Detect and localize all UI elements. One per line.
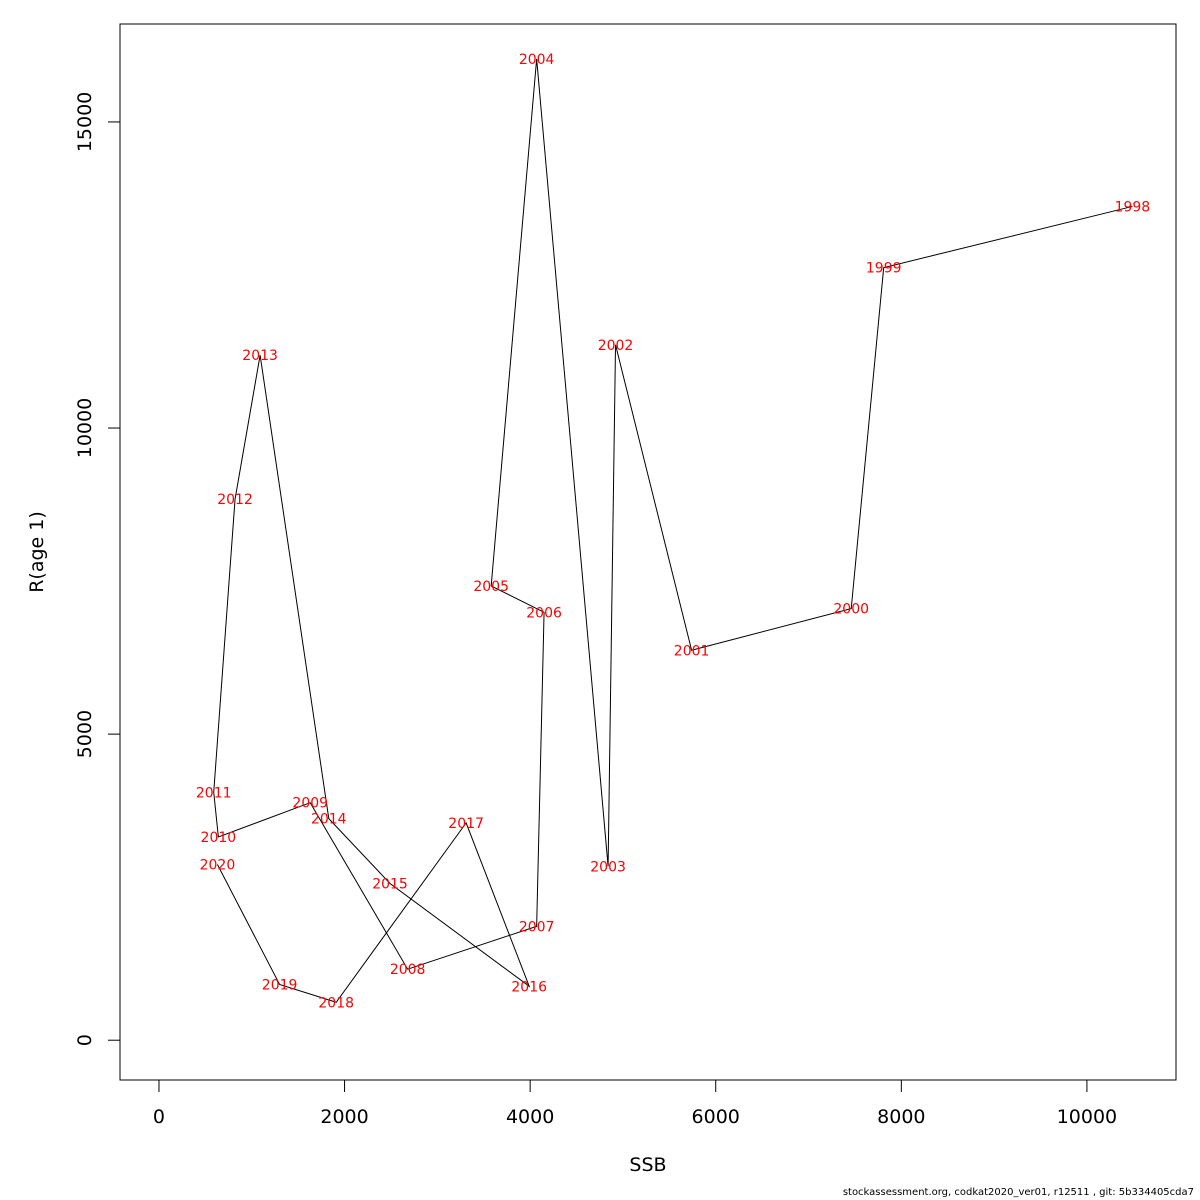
y-axis-title: R(age 1)	[26, 511, 48, 593]
year-label: 2013	[242, 348, 278, 364]
series-line	[213, 58, 1133, 1003]
year-label: 2003	[590, 859, 626, 875]
year-label: 2001	[674, 643, 710, 659]
year-label: 2007	[519, 919, 555, 935]
y-axis: 0 5000 10000 15000	[74, 92, 121, 1046]
x-tick-label: 4000	[506, 1106, 554, 1128]
x-tick-label: 0	[153, 1106, 165, 1128]
x-axis: 0 2000 4000 6000 8000 10000	[153, 1079, 1117, 1128]
year-label: 2008	[390, 962, 426, 978]
year-label: 2005	[473, 579, 509, 595]
x-tick-label: 2000	[320, 1106, 368, 1128]
year-label: 2012	[217, 492, 253, 508]
y-tick-label: 5000	[74, 710, 96, 758]
year-label: 1998	[1115, 199, 1151, 215]
point-labels: 1998 1999 2000 2001 2002 2003 2004 2005 2006 2007…	[196, 52, 1150, 1011]
footer-credit: stockassessment.org, codkat2020_ver01, r…	[842, 1187, 1194, 1198]
year-label: 2019	[262, 978, 298, 994]
year-label: 2016	[511, 979, 547, 995]
year-label: 2002	[598, 338, 634, 354]
year-label: 2011	[196, 785, 232, 801]
year-label: 2004	[519, 52, 555, 68]
year-label: 2000	[833, 602, 869, 618]
year-label: 2006	[526, 605, 562, 621]
x-tick-label: 8000	[877, 1106, 925, 1128]
year-label: 2018	[318, 995, 354, 1011]
y-tick-label: 15000	[74, 92, 96, 152]
year-label: 2020	[200, 858, 236, 874]
x-tick-label: 6000	[692, 1106, 740, 1128]
sr-trajectory-line	[213, 58, 1133, 1003]
x-tick-label: 10000	[1057, 1106, 1117, 1128]
plot-frame	[119, 23, 1177, 1081]
year-label: 2009	[292, 796, 328, 812]
year-label: 2015	[372, 876, 408, 892]
year-label: 2017	[448, 816, 484, 832]
year-label: 1999	[866, 261, 902, 277]
x-axis-title: SSB	[629, 1154, 666, 1176]
y-tick-label: 10000	[74, 398, 96, 458]
y-tick-label: 0	[74, 1034, 96, 1046]
year-label: 2010	[201, 830, 237, 846]
year-label: 2014	[311, 812, 347, 828]
